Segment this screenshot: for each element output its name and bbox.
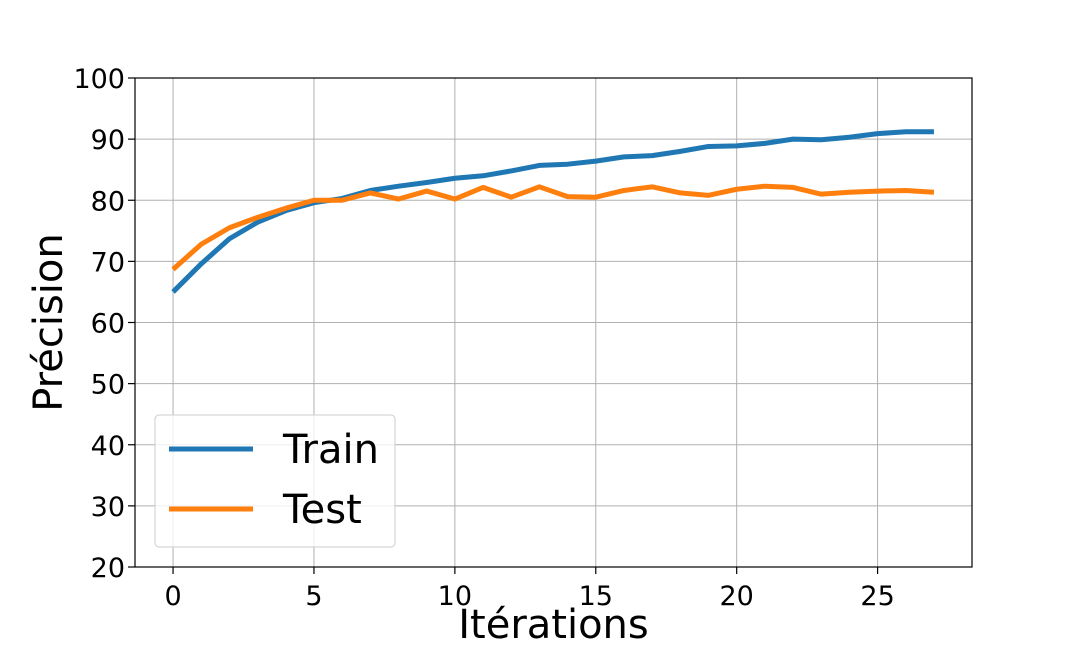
y-tick-label: 40 [91,431,125,462]
x-axis-title: Itérations [458,602,649,648]
legend-label-train: Train [282,427,379,473]
series-line-test [171,183,935,272]
y-tick-label: 90 [91,125,125,156]
x-tick-label: 20 [720,581,754,612]
legend: Train Test [154,414,396,548]
x-tick-label: 10 [438,581,472,612]
x-tick-label: 5 [305,581,322,612]
y-tick-label: 20 [91,553,125,584]
x-tick-label: 15 [579,581,613,612]
y-tick-label: 50 [91,370,125,401]
x-tick-label: 25 [860,581,894,612]
y-tick-label: 30 [91,492,125,523]
series-lines [171,129,935,294]
y-tick-label: 60 [91,309,125,340]
y-tick-label: 80 [91,186,125,217]
series-line-train [171,129,934,294]
legend-label-test: Test [282,487,362,533]
x-tick-label: 0 [164,581,181,612]
y-tick-label: 70 [91,247,125,278]
y-axis-title: Précision [26,233,72,411]
axis-ticks: 0 5 10 15 20 25 20 30 40 50 60 70 80 90 100 [73,64,894,612]
y-tick-label: 100 [73,64,125,95]
